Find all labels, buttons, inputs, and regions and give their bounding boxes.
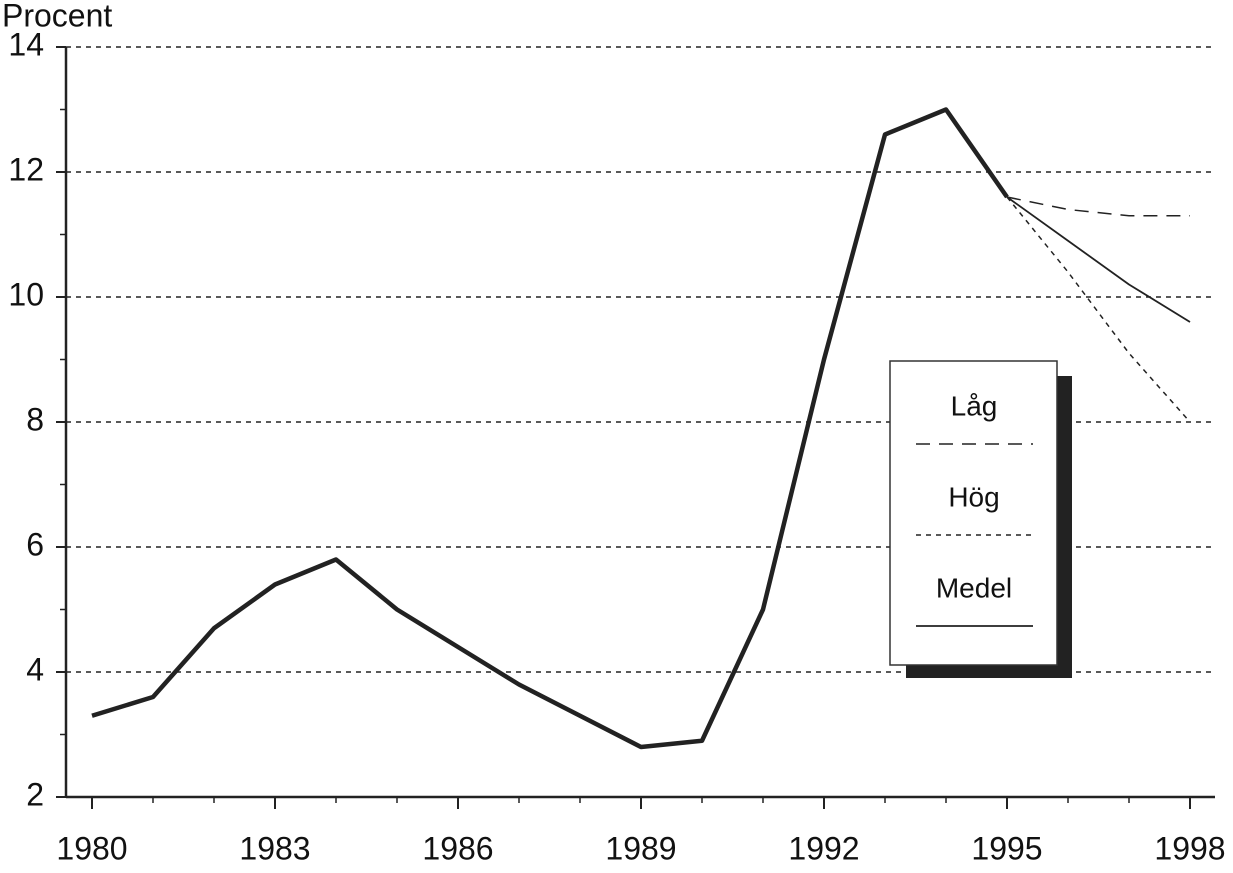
- series-line: [1006, 196, 1191, 423]
- y-tick-label: 8: [26, 401, 44, 437]
- x-tick-label: 1983: [239, 830, 310, 866]
- x-tick-label: 1980: [56, 830, 127, 866]
- x-tick-label: 1995: [971, 830, 1042, 866]
- legend-label: Låg: [951, 390, 998, 421]
- series-line: [91, 107, 1009, 750]
- y-tick-label: 12: [8, 151, 44, 187]
- x-tick-label: 1998: [1154, 830, 1225, 866]
- legend: Låg Hög Medel: [889, 360, 1072, 678]
- y-tick-label: 4: [26, 651, 44, 687]
- y-tick-label: 14: [8, 26, 44, 62]
- y-axis-label: Procent: [2, 0, 112, 33]
- series-line: [1006, 196, 1191, 323]
- y-tick-label: 10: [8, 276, 44, 312]
- x-tick-label: 1986: [422, 830, 493, 866]
- x-tick-label: 1989: [605, 830, 676, 866]
- x-tick-label: 1992: [788, 830, 859, 866]
- legend-label: Medel: [936, 572, 1012, 603]
- y-tick-label: 2: [26, 776, 44, 812]
- y-tick-label: 6: [26, 526, 44, 562]
- legend-box: [889, 360, 1058, 666]
- legend-label: Hög: [948, 481, 999, 512]
- series-line: [1006, 196, 1190, 217]
